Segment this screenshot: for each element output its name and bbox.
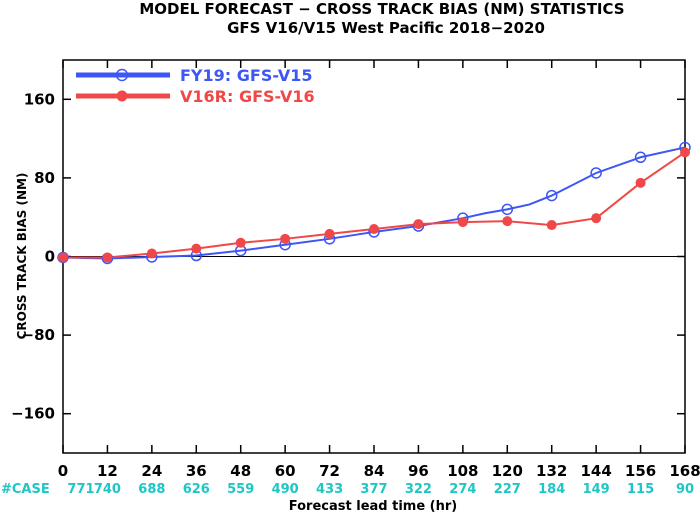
x-tick-label: 36 — [186, 462, 207, 480]
series-layer — [57, 141, 691, 265]
series-1-point — [146, 248, 157, 259]
case-count: 433 — [316, 482, 343, 497]
x-tick-label: 12 — [97, 462, 118, 480]
case-count: 149 — [583, 482, 610, 497]
legend: FY19: GFS-V15 V16R: GFS-V16 — [76, 66, 315, 106]
case-counts-row: 771 740 688 626 559 490 433 377 322 274 227 184 149 1… — [67, 482, 694, 497]
series-1-point — [324, 228, 335, 239]
legend-label-0: FY19: GFS-V15 — [180, 66, 312, 85]
series-1-point — [369, 223, 379, 234]
case-count: 274 — [449, 482, 476, 497]
x-tick-label: 84 — [364, 462, 385, 480]
x-tick-label: 72 — [319, 462, 340, 480]
series-line-0 — [62, 146, 686, 260]
x-tick-label: 60 — [275, 462, 296, 480]
case-count: 184 — [538, 482, 565, 497]
x-tick-label: 156 — [625, 462, 656, 480]
x-tick-label: 132 — [536, 462, 567, 480]
series-1-point — [102, 252, 113, 263]
y-tick-label: 160 — [24, 90, 55, 108]
y-axis-label: CROSS TRACK BIAS (NM) — [15, 173, 29, 340]
case-count: 740 — [94, 482, 121, 497]
x-tick-label: 24 — [141, 462, 162, 480]
case-count: 626 — [183, 482, 210, 497]
series-0-point — [545, 189, 558, 202]
case-count: 490 — [272, 482, 299, 497]
series-1-point — [191, 243, 202, 254]
series-1-point — [235, 237, 246, 248]
x-axis-ticks: 0 12 24 36 48 60 72 84 96 108 120 132 144 156 168 — [58, 60, 700, 480]
series-1-point — [413, 219, 424, 230]
y-axis-ticks: −160 −80 0 80 160 — [11, 90, 685, 423]
x-tick-label: 48 — [230, 462, 251, 480]
case-count: 688 — [138, 482, 165, 497]
legend-marker-0 — [115, 68, 129, 82]
series-1-point — [546, 220, 557, 231]
case-count: 90 — [676, 482, 694, 497]
x-tick-label: 96 — [408, 462, 429, 480]
series-1-point — [635, 177, 646, 188]
series-1-point — [457, 217, 468, 228]
case-count: 227 — [494, 482, 521, 497]
series-0-point — [590, 167, 602, 179]
series-1-point — [58, 252, 68, 263]
chart-title: MODEL FORECAST − CROSS TRACK BIAS (NM) S… — [139, 0, 624, 18]
x-tick-label: 0 — [58, 462, 68, 480]
y-tick-label: 0 — [45, 248, 55, 266]
case-count: 377 — [360, 482, 387, 497]
chart-subtitle: GFS V16/V15 West Pacific 2018−2020 — [227, 19, 545, 37]
x-tick-label: 120 — [492, 462, 523, 480]
x-axis-label: Forecast lead time (hr) — [289, 499, 457, 514]
series-1-point — [280, 233, 291, 244]
case-count: 115 — [627, 482, 654, 497]
case-count: 771 — [67, 482, 94, 497]
y-tick-label: −80 — [22, 326, 55, 344]
case-count: 559 — [227, 482, 254, 497]
y-tick-label: −160 — [11, 405, 55, 423]
legend-label-1: V16R: GFS-V16 — [180, 87, 315, 106]
series-0-point — [634, 151, 647, 164]
case-count: 322 — [405, 482, 432, 497]
series-0-point — [501, 203, 514, 216]
x-tick-label: 168 — [669, 462, 700, 480]
series-1-point — [680, 147, 690, 158]
series-line-1 — [63, 151, 686, 259]
case-label: #CASE — [1, 482, 50, 497]
legend-marker-1 — [116, 90, 128, 102]
x-tick-label: 144 — [580, 462, 611, 480]
y-tick-label: 80 — [34, 169, 55, 187]
series-1-point — [502, 216, 513, 227]
x-tick-label: 108 — [447, 462, 478, 480]
series-1-point — [591, 213, 602, 224]
